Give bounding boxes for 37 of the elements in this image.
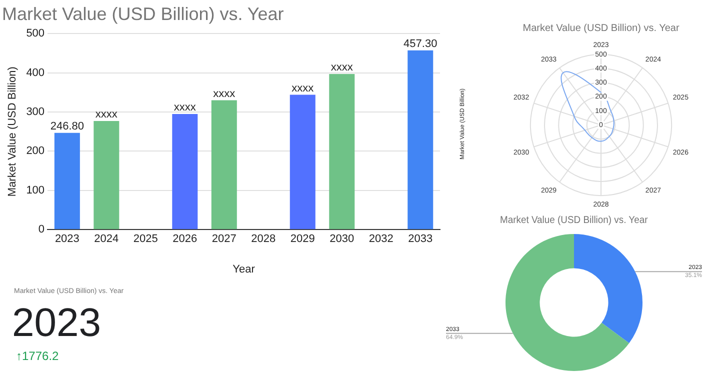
x-tick-label: 2030 bbox=[330, 233, 354, 246]
text: ↑1776.2 bbox=[16, 349, 60, 363]
x-tick-label: 2026 bbox=[172, 233, 198, 246]
data-label: xxxx bbox=[330, 62, 354, 74]
bar bbox=[408, 50, 434, 230]
data-label: xxxx bbox=[174, 101, 196, 114]
bar bbox=[290, 94, 316, 230]
chart-title: Market Value (USD Billion) vs. Year bbox=[522, 22, 680, 34]
y-tick-label: 0 bbox=[38, 224, 45, 236]
x-tick-label: 2027 bbox=[212, 233, 236, 246]
x-axis-title: Year bbox=[232, 263, 256, 276]
y-tick-label: 500 bbox=[26, 28, 45, 40]
bar bbox=[94, 121, 120, 230]
x-tick-label: 2032 bbox=[368, 233, 394, 246]
bar bbox=[172, 114, 198, 230]
y-tick-label: 300 bbox=[26, 106, 45, 118]
y-tick-label: 400 bbox=[26, 66, 45, 79]
bar bbox=[329, 74, 355, 230]
chart-title: Market Value (USD Billion) vs. Year bbox=[500, 214, 648, 226]
x-tick-label: 2033 bbox=[408, 233, 433, 246]
text: 2023 bbox=[12, 301, 102, 345]
x-tick-label: 2029 bbox=[290, 233, 315, 246]
chart-title: Market Value (USD Billion) vs. Year bbox=[2, 4, 284, 24]
bar bbox=[54, 132, 80, 230]
data-label: xxxx bbox=[213, 88, 236, 100]
data-label: 457.30 bbox=[404, 38, 438, 50]
data-label: xxxx bbox=[292, 82, 314, 94]
x-tick-label: 2025 bbox=[133, 233, 158, 246]
data-label: 246.80 bbox=[50, 120, 84, 132]
x-tick-label: 2024 bbox=[94, 233, 119, 246]
x-tick-label: 2028 bbox=[251, 233, 276, 246]
y-tick-label: 200 bbox=[26, 145, 45, 158]
bar bbox=[211, 100, 237, 230]
data-label: xxxx bbox=[95, 108, 118, 121]
y-tick-label: 100 bbox=[26, 184, 45, 196]
y-axis-title: Market Value (USD Billion) bbox=[6, 66, 19, 197]
x-tick-label: 2023 bbox=[54, 233, 80, 246]
